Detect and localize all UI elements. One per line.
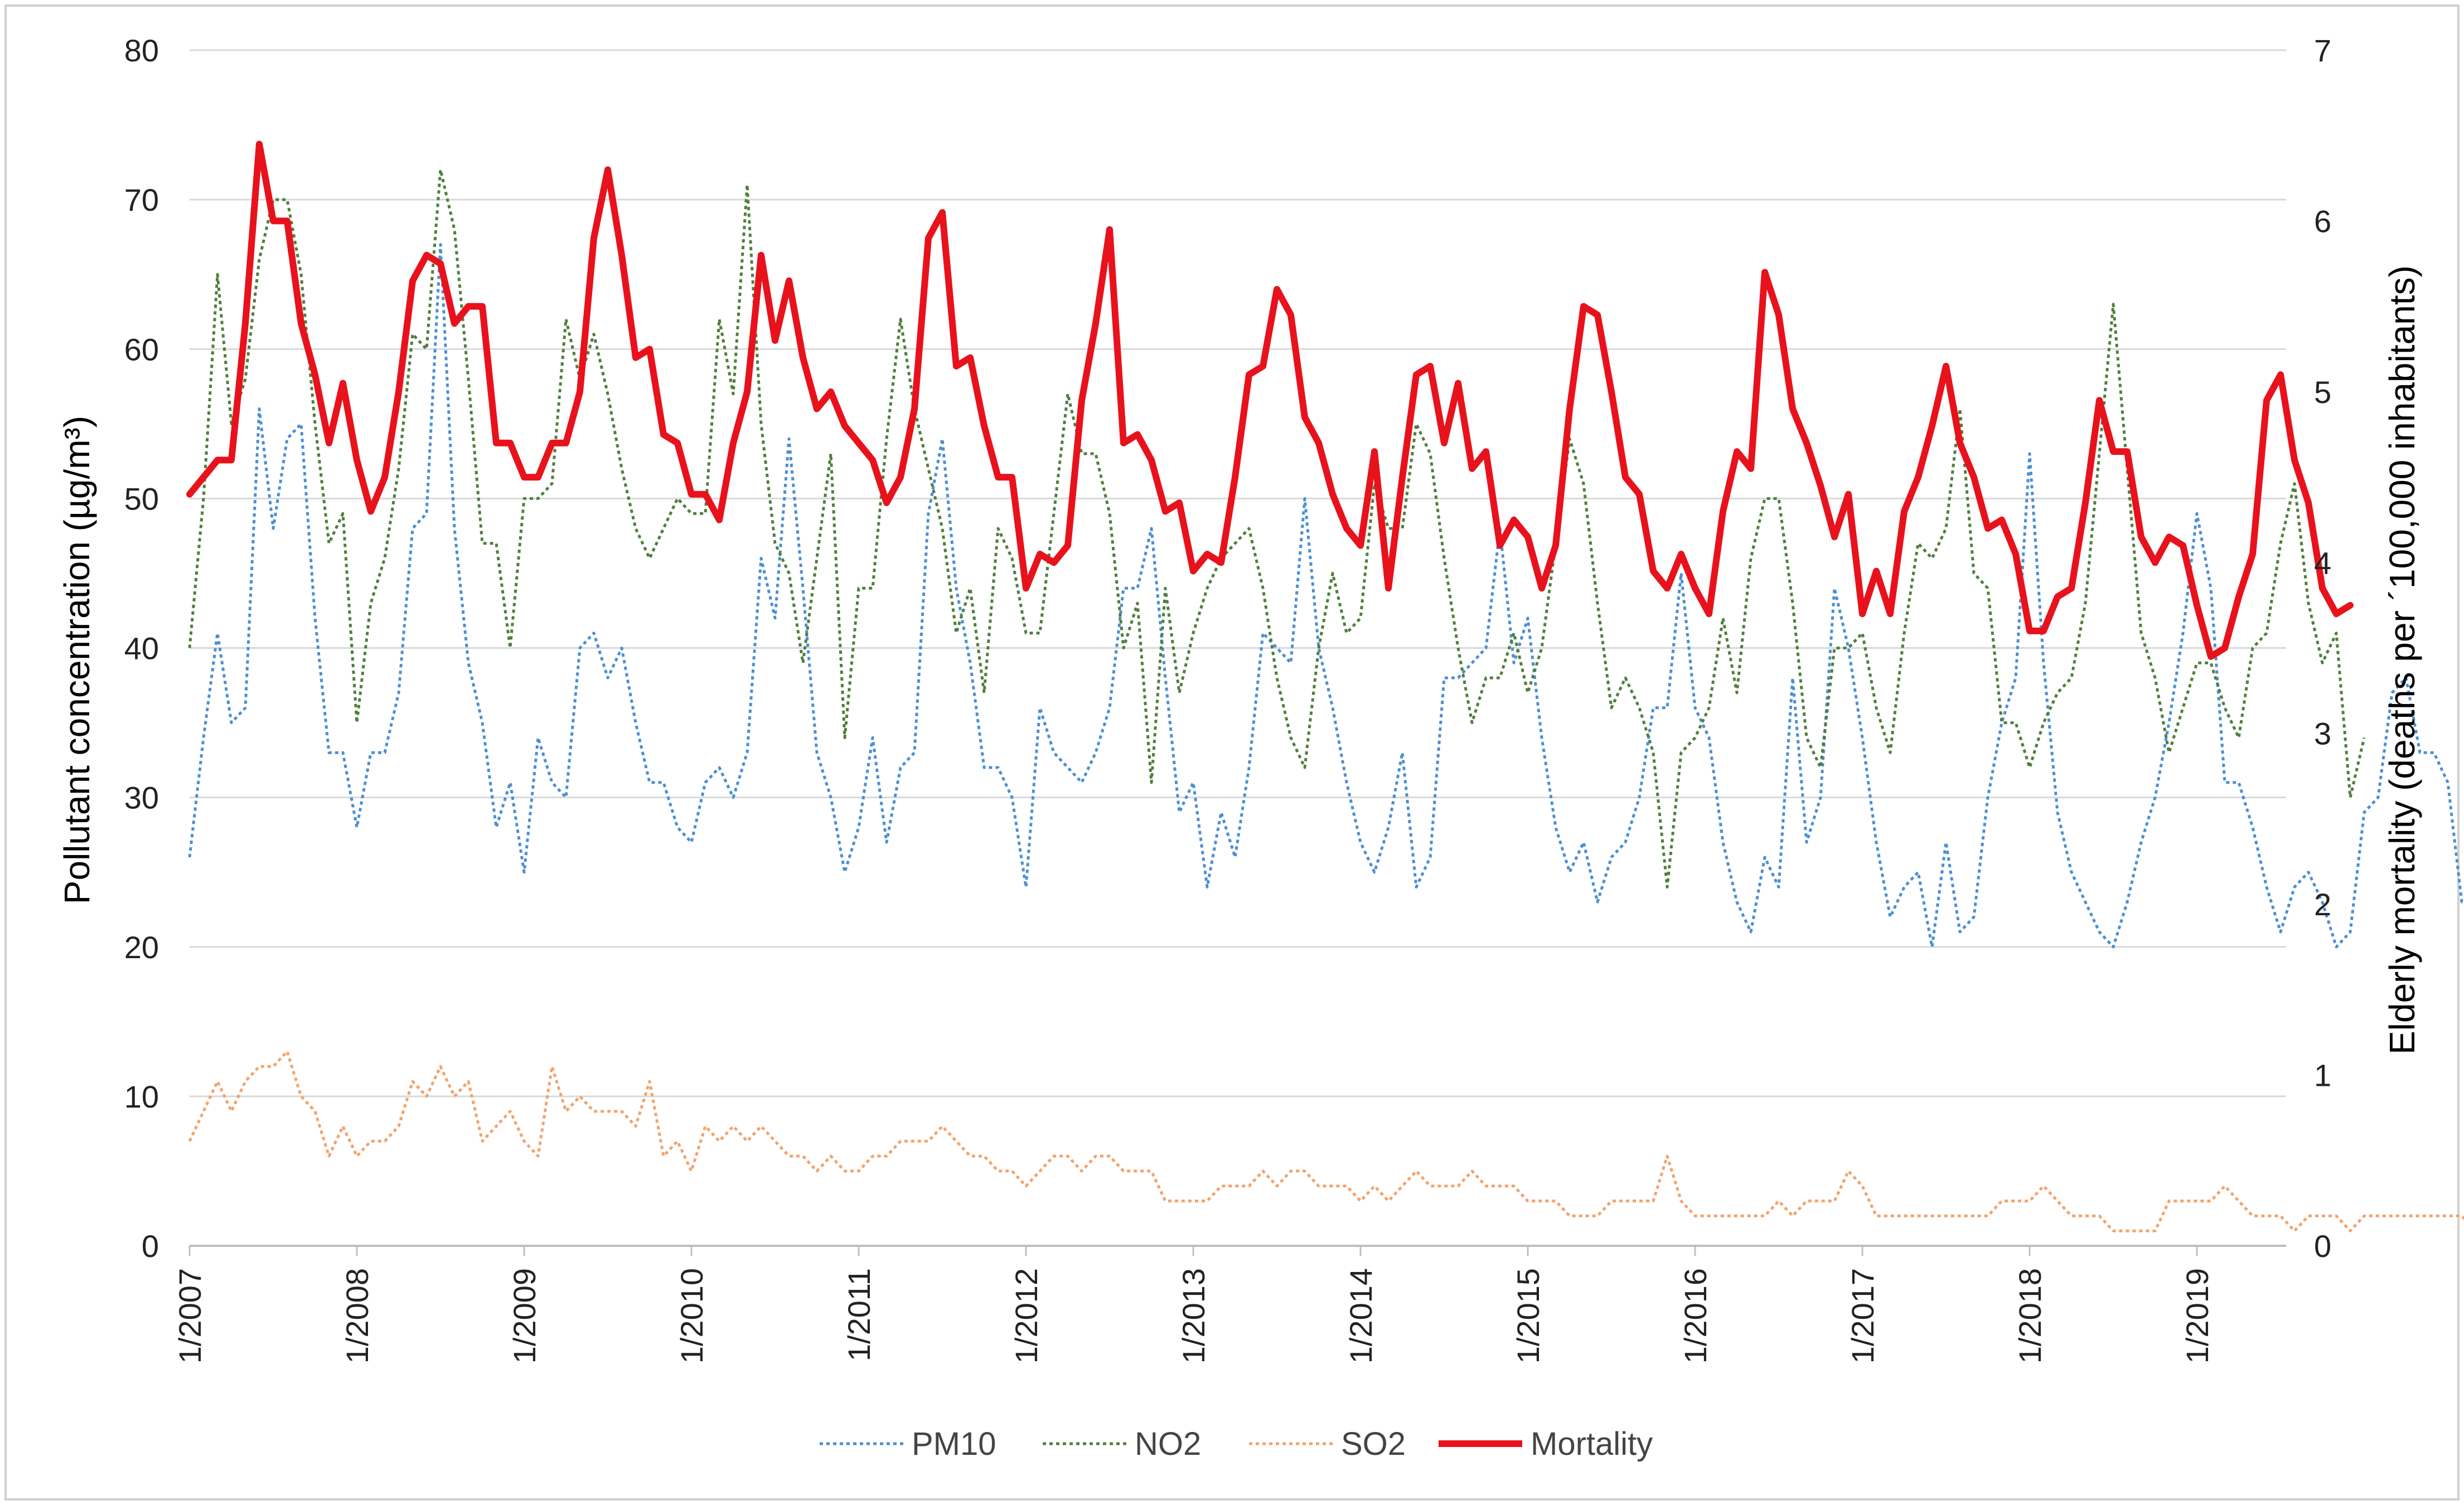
legend-item-mortality: Mortality — [1439, 1426, 1653, 1462]
right-tick-label: 7 — [2314, 33, 2331, 68]
right-y-axis: 0 1 2 3 4 5 6 7 — [2314, 33, 2331, 1264]
left-tick-label: 10 — [124, 1079, 159, 1114]
legend: PM10 NO2 SO2 Mortality — [820, 1426, 1653, 1462]
series-lines — [186, 140, 2464, 1232]
series-line-pm10 — [188, 243, 2464, 949]
x-tick-label: 1/2013 — [1176, 1268, 1211, 1363]
series-line-no2 — [188, 168, 2366, 889]
right-tick-label: 5 — [2314, 375, 2331, 410]
left-tick-label: 50 — [124, 481, 159, 516]
x-tick-label: 1/2017 — [1845, 1268, 1880, 1363]
x-axis: 1/2007 1/2008 1/2009 1/2010 1/2011 1/2012 1/20… — [172, 1246, 2215, 1363]
legend-item-no2: NO2 — [1043, 1426, 1201, 1462]
left-tick-label: 30 — [124, 780, 159, 815]
left-tick-label: 0 — [142, 1229, 159, 1264]
left-tick-label: 20 — [124, 930, 159, 965]
left-tick-label: 40 — [124, 631, 159, 666]
left-tick-label: 80 — [124, 33, 159, 68]
legend-item-pm10: PM10 — [820, 1426, 996, 1462]
series-line-so2 — [188, 1050, 2464, 1232]
x-tick-label: 1/2007 — [172, 1268, 207, 1363]
gridlines — [190, 49, 2286, 1247]
legend-item-so2: SO2 — [1249, 1426, 1406, 1462]
x-tick-label: 1/2011 — [841, 1268, 877, 1361]
left-axis-title: Pollutant concentration (µg/m³) — [57, 416, 97, 904]
x-tick-label: 1/2008 — [340, 1268, 375, 1363]
chart-border — [4, 4, 2460, 1501]
x-tick-label: 1/2015 — [1511, 1268, 1546, 1363]
left-tick-label: 70 — [124, 182, 159, 217]
right-axis-title: Elderly mortality (deaths per ´100,000 i… — [2382, 265, 2422, 1055]
x-tick-label: 1/2009 — [507, 1268, 542, 1363]
left-y-axis: 0 10 20 30 40 50 60 70 80 — [124, 33, 159, 1264]
x-tick-label: 1/2019 — [2180, 1268, 2215, 1363]
right-tick-label: 1 — [2314, 1058, 2331, 1093]
x-tick-label: 1/2010 — [674, 1268, 709, 1363]
right-tick-label: 6 — [2314, 203, 2331, 239]
right-tick-label: 0 — [2314, 1229, 2331, 1264]
x-tick-label: 1/2018 — [2012, 1268, 2047, 1363]
legend-label: PM10 — [912, 1426, 996, 1462]
right-tick-label: 2 — [2314, 887, 2331, 922]
right-tick-label: 4 — [2314, 545, 2331, 580]
x-tick-label: 1/2016 — [1678, 1268, 1713, 1363]
series-line-mortality — [186, 140, 2354, 660]
legend-label: NO2 — [1135, 1426, 1201, 1462]
left-tick-label: 60 — [124, 332, 159, 367]
x-tick-label: 1/2014 — [1343, 1268, 1378, 1363]
right-tick-label: 3 — [2314, 716, 2331, 751]
legend-label: Mortality — [1531, 1426, 1653, 1462]
x-tick-label: 1/2012 — [1009, 1268, 1044, 1363]
legend-label: SO2 — [1341, 1426, 1406, 1462]
